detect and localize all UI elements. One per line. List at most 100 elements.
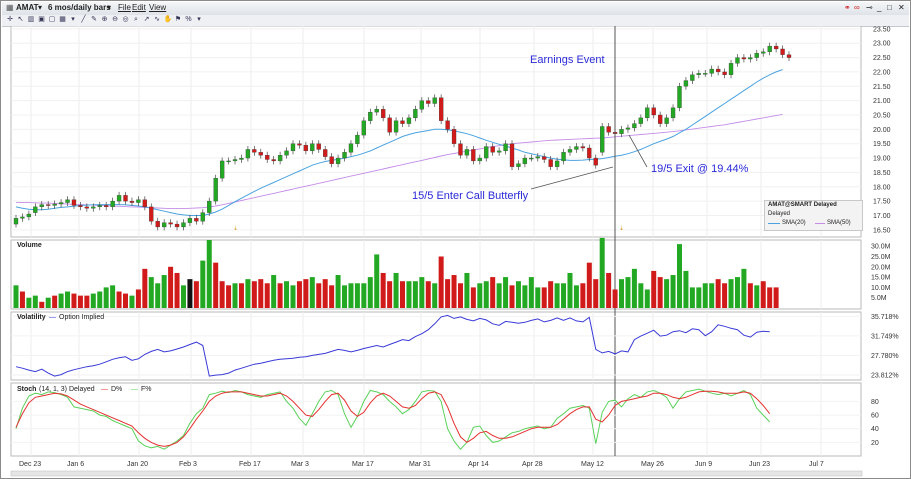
volume-bar — [760, 281, 766, 308]
volatility-label: Volatility — [17, 314, 46, 321]
volume-bar — [619, 279, 625, 308]
dropdown-icon[interactable]: ▾ — [197, 16, 201, 23]
cursor-icon[interactable]: ↖ — [17, 16, 24, 23]
symbol-selector[interactable]: AMAT — [16, 3, 39, 12]
price-candle — [97, 205, 102, 208]
volume-bar — [174, 272, 180, 308]
save-icon[interactable]: ▣ — [38, 16, 45, 23]
volume-bar — [90, 293, 96, 308]
price-candle — [13, 218, 19, 225]
volume-tick-label: 10.0M — [871, 285, 891, 292]
price-candle — [46, 204, 51, 206]
volume-bar — [638, 283, 644, 308]
volume-bar — [97, 291, 103, 308]
pin-icon[interactable]: ⊸ — [866, 3, 873, 12]
volume-bar — [483, 281, 489, 308]
volume-bar — [548, 281, 554, 308]
arrow-tool-icon[interactable]: ↗ — [143, 16, 150, 23]
legend-subtitle: Delayed — [768, 211, 791, 217]
price-candle — [419, 100, 424, 110]
target-icon[interactable]: ◎ — [122, 16, 129, 23]
volume-bar — [155, 283, 161, 308]
price-candle — [535, 156, 540, 159]
price-candle — [174, 223, 180, 228]
pencil-icon[interactable]: ✎ — [91, 16, 97, 23]
volume-bar — [13, 285, 19, 308]
grid-icon[interactable]: ▦ — [59, 16, 66, 23]
volume-bar — [284, 281, 290, 308]
price-candle — [104, 205, 109, 208]
price-candle — [342, 152, 347, 159]
magnify-icon[interactable]: ⊕ — [101, 16, 108, 23]
volume-bar — [129, 295, 135, 308]
stoch-d-line — [15, 390, 771, 447]
volume-bar — [528, 277, 534, 308]
volume-bar — [354, 283, 360, 308]
legend-sma20: SMA(20) — [782, 220, 806, 226]
menu-file[interactable]: File — [118, 3, 131, 12]
hand-icon[interactable]: ✋ — [163, 16, 173, 23]
volatility-swatch: — — [49, 314, 56, 321]
price-candle — [200, 212, 205, 222]
blank-icon[interactable]: ▢ — [48, 16, 56, 23]
volume-bar — [509, 285, 515, 308]
price-candle — [773, 45, 779, 50]
volume-bar — [457, 283, 463, 308]
volume-bar — [599, 237, 605, 308]
line-tool-icon[interactable]: ╱ — [81, 16, 86, 23]
magnify-out-icon[interactable]: ⊖ — [112, 16, 118, 23]
volume-bar — [535, 287, 541, 308]
menu-edit[interactable]: Edit — [132, 3, 146, 12]
volume-bar — [503, 277, 509, 308]
price-candle — [477, 157, 482, 162]
period-dropdown-icon[interactable]: ▾ — [107, 3, 112, 12]
minimize-icon[interactable]: _ — [877, 3, 882, 12]
volume-bar — [715, 279, 721, 308]
price-candle — [728, 63, 734, 75]
volume-bar — [554, 283, 560, 308]
symbol-dropdown-icon[interactable]: ▾ — [38, 3, 43, 12]
volume-bar — [367, 277, 373, 308]
percent-icon[interactable]: % — [185, 16, 192, 23]
wave-icon[interactable]: ∿ — [154, 16, 160, 23]
volume-bar — [342, 285, 348, 308]
volume-bar — [586, 262, 592, 308]
volume-bar — [490, 277, 496, 308]
volume-bar — [477, 283, 483, 308]
price-tick-label: 20.50 — [873, 112, 891, 119]
volume-bar — [180, 285, 186, 308]
price-candle — [735, 57, 740, 64]
volume-bar — [316, 283, 322, 308]
dividend-marker-1: ⇣ — [233, 225, 238, 232]
price-candle — [748, 57, 753, 60]
volume-bar — [631, 268, 637, 308]
volume-bar — [722, 283, 728, 308]
price-candle — [213, 177, 218, 202]
zoom-icon[interactable]: ⌕ — [134, 16, 138, 23]
price-candle — [722, 71, 727, 75]
volume-bar — [322, 279, 328, 308]
volume-bar — [58, 293, 64, 308]
price-candle — [780, 48, 785, 55]
price-candle — [677, 86, 682, 108]
flag-icon[interactable]: ⚑ — [174, 16, 182, 23]
link-chain-icon[interactable]: ⚭ — [844, 3, 851, 12]
crosshair-icon[interactable]: ✛ — [7, 16, 13, 23]
volume-bar — [522, 285, 528, 308]
menu-view[interactable]: View — [149, 3, 167, 12]
volume-bar — [251, 281, 257, 308]
legend-sma50-swatch — [815, 223, 825, 224]
volume-bar — [26, 297, 32, 308]
stoch-params: (14, 1, 3) Delayed — [39, 386, 95, 393]
period-selector[interactable]: 6 mos/daily bars — [48, 3, 111, 12]
bar-chart-icon[interactable]: ▥ — [27, 16, 35, 23]
link-options-icon[interactable]: ∞ — [854, 3, 860, 12]
volume-bar — [296, 281, 302, 308]
exit-pointer-line — [628, 134, 648, 168]
price-candle — [490, 146, 495, 153]
price-tick-label: 19.50 — [873, 141, 891, 148]
close-icon[interactable]: ✕ — [898, 3, 905, 12]
dropdown-icon[interactable]: ▾ — [71, 16, 75, 23]
maximize-icon[interactable]: □ — [887, 3, 892, 12]
volume-tick-label: 5.0M — [871, 295, 887, 302]
